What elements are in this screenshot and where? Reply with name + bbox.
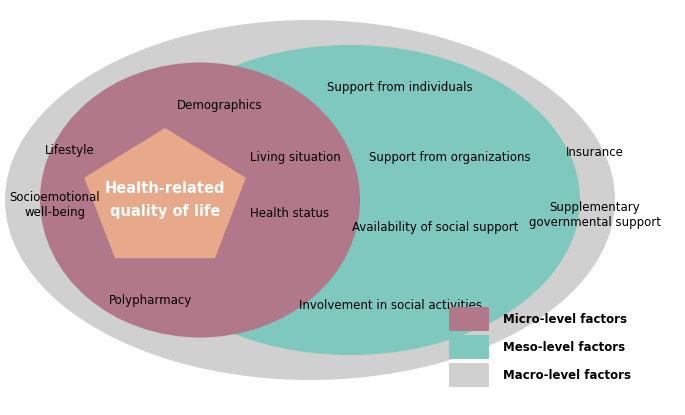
- Polygon shape: [84, 128, 246, 258]
- Text: Availability of social support: Availability of social support: [352, 220, 519, 234]
- Text: Support from organizations: Support from organizations: [369, 151, 531, 164]
- Ellipse shape: [5, 20, 615, 380]
- Text: Support from individuals: Support from individuals: [327, 81, 473, 93]
- FancyBboxPatch shape: [449, 307, 489, 331]
- FancyBboxPatch shape: [449, 363, 489, 387]
- FancyBboxPatch shape: [449, 335, 489, 359]
- Text: Polypharmacy: Polypharmacy: [108, 293, 192, 307]
- Text: Involvement in social activities: Involvement in social activities: [299, 298, 482, 312]
- Text: Living situation: Living situation: [249, 151, 340, 164]
- Text: Health-related
quality of life: Health-related quality of life: [105, 181, 225, 219]
- Text: Socioemotional
well-being: Socioemotional well-being: [10, 191, 100, 219]
- Text: Macro-level factors: Macro-level factors: [503, 369, 631, 381]
- Ellipse shape: [120, 45, 580, 355]
- Text: Micro-level factors: Micro-level factors: [503, 312, 627, 325]
- Ellipse shape: [40, 63, 360, 337]
- Text: Lifestyle: Lifestyle: [45, 144, 95, 156]
- Text: Meso-level factors: Meso-level factors: [503, 340, 625, 354]
- Text: Insurance: Insurance: [566, 146, 624, 159]
- Text: Demographics: Demographics: [177, 98, 263, 112]
- Text: Supplementary
governmental support: Supplementary governmental support: [529, 201, 661, 229]
- Text: Health status: Health status: [251, 207, 329, 220]
